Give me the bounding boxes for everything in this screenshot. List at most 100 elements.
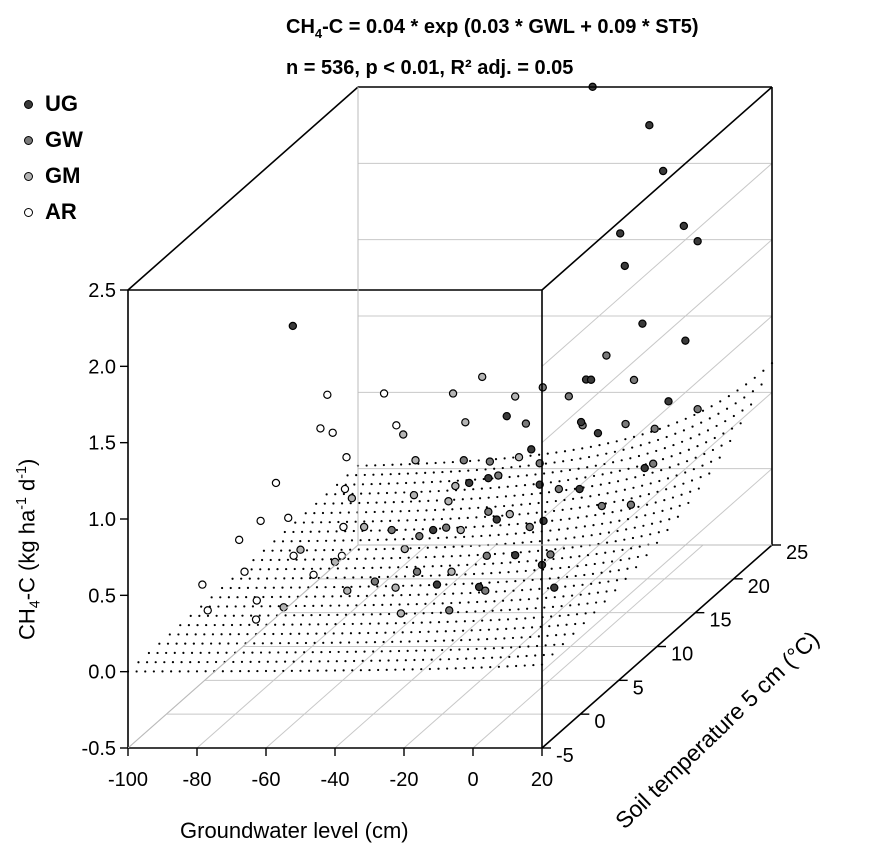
fitted-surface-dot	[258, 660, 261, 663]
fitted-surface-dot	[302, 521, 305, 524]
fitted-surface-dot	[466, 563, 469, 567]
fitted-surface-dot	[661, 509, 664, 513]
data-point-gm	[478, 372, 487, 382]
fitted-surface-dot	[663, 447, 666, 450]
fitted-surface-dot	[550, 567, 553, 570]
fitted-surface-dot	[316, 539, 319, 543]
fitted-surface-dot	[218, 642, 221, 645]
fitted-surface-dot	[224, 614, 227, 617]
fitted-surface-dot	[751, 390, 755, 393]
fitted-surface-dot	[534, 473, 537, 476]
fitted-surface-dot	[492, 647, 496, 650]
data-point-gw	[459, 456, 468, 465]
fitted-surface-dot	[691, 425, 694, 428]
fitted-surface-dot	[489, 666, 492, 669]
fitted-surface-dot	[409, 500, 413, 503]
fitted-surface-dot	[361, 483, 365, 486]
fitted-surface-dot	[330, 641, 333, 644]
fitted-surface-dot	[558, 480, 561, 483]
fitted-surface-dot	[564, 537, 567, 540]
fitted-surface-dot	[288, 595, 291, 598]
fitted-surface-dot	[604, 551, 607, 554]
fitted-surface-dot	[599, 532, 602, 536]
data-point-ar	[271, 478, 281, 488]
fitted-surface-dot	[470, 497, 473, 500]
fitted-surface-dot	[701, 464, 704, 467]
fitted-surface-dot	[463, 488, 466, 491]
fitted-surface-dot	[620, 459, 623, 462]
fitted-surface-dot	[574, 574, 577, 578]
fitted-surface-dot	[552, 557, 555, 561]
fitted-surface-dot	[588, 592, 591, 595]
fitted-surface-dot	[442, 508, 445, 511]
fitted-surface-dot	[516, 655, 520, 658]
legend-item-ar: AR	[24, 194, 83, 230]
fitted-surface-dot	[431, 565, 434, 568]
fitted-surface-dot	[515, 664, 518, 668]
fitted-surface-dot	[222, 623, 225, 627]
y-tick-label: 2.0	[88, 356, 116, 378]
fitted-surface-dot	[380, 650, 383, 653]
legend-marker	[24, 99, 33, 109]
fitted-surface-dot	[381, 557, 384, 560]
fitted-surface-dot	[325, 493, 328, 496]
fitted-surface-dot	[618, 519, 621, 522]
fitted-surface-dot	[375, 501, 378, 504]
fitted-surface-dot	[436, 630, 439, 633]
fitted-surface-dot	[634, 566, 638, 569]
fitted-surface-dot	[532, 663, 535, 667]
fitted-surface-dot	[461, 629, 465, 632]
fitted-surface-dot	[177, 633, 180, 636]
fitted-surface-dot	[569, 556, 572, 559]
fitted-surface-dot	[563, 498, 566, 502]
fitted-surface-dot	[229, 586, 232, 590]
fitted-surface-dot	[729, 439, 732, 443]
data-point-gw	[693, 404, 702, 414]
fitted-surface-dot	[555, 634, 558, 637]
fitted-surface-dot	[371, 566, 374, 569]
side-wall-gridline	[541, 391, 773, 596]
fitted-surface-dot	[651, 471, 654, 474]
fitted-surface-dot	[722, 432, 725, 435]
fitted-surface-dot	[663, 499, 666, 502]
fitted-surface-dot	[145, 661, 149, 664]
fitted-surface-dot	[615, 440, 618, 443]
fitted-surface-dot	[526, 607, 529, 610]
fitted-surface-dot	[512, 542, 516, 545]
fitted-surface-dot	[525, 474, 528, 477]
fitted-surface-dot	[596, 454, 599, 457]
fitted-surface-dot	[476, 553, 479, 557]
fitted-surface-dot	[304, 558, 307, 561]
fitted-surface-dot	[689, 437, 692, 440]
fitted-surface-dot	[717, 412, 720, 415]
fitted-surface-dot	[358, 585, 362, 588]
fitted-surface-dot	[349, 632, 353, 635]
fitted-surface-dot	[210, 596, 213, 599]
chart-legend: UG GW GM AR	[24, 86, 83, 230]
fitted-surface-dot	[314, 549, 317, 552]
fitted-surface-dot	[474, 610, 477, 613]
fitted-surface-dot	[591, 572, 595, 576]
fitted-surface-dot	[585, 515, 588, 518]
fitted-surface-dot	[173, 651, 176, 655]
fitted-surface-dot	[583, 573, 586, 577]
fitted-surface-dot	[567, 478, 570, 482]
fitted-surface-dot	[336, 567, 339, 570]
fitted-surface-dot	[500, 609, 503, 612]
fitted-surface-dot	[708, 417, 711, 420]
fitted-surface-dot	[289, 586, 293, 589]
fitted-surface-dot	[488, 581, 491, 584]
fitted-surface-dot	[532, 531, 535, 534]
fitted-surface-dot	[454, 536, 457, 539]
data-point-gm	[391, 583, 400, 592]
y-tick-label: 0.0	[88, 662, 116, 684]
data-point-gw	[602, 351, 611, 360]
data-point-gm	[461, 418, 470, 427]
fitted-surface-dot	[392, 547, 395, 550]
fitted-surface-dot	[678, 504, 681, 507]
fitted-surface-dot	[506, 485, 509, 488]
fitted-surface-dot	[553, 643, 556, 646]
fitted-surface-dot	[527, 598, 531, 601]
fitted-surface-dot	[548, 625, 551, 628]
fitted-surface-dot	[487, 628, 491, 631]
